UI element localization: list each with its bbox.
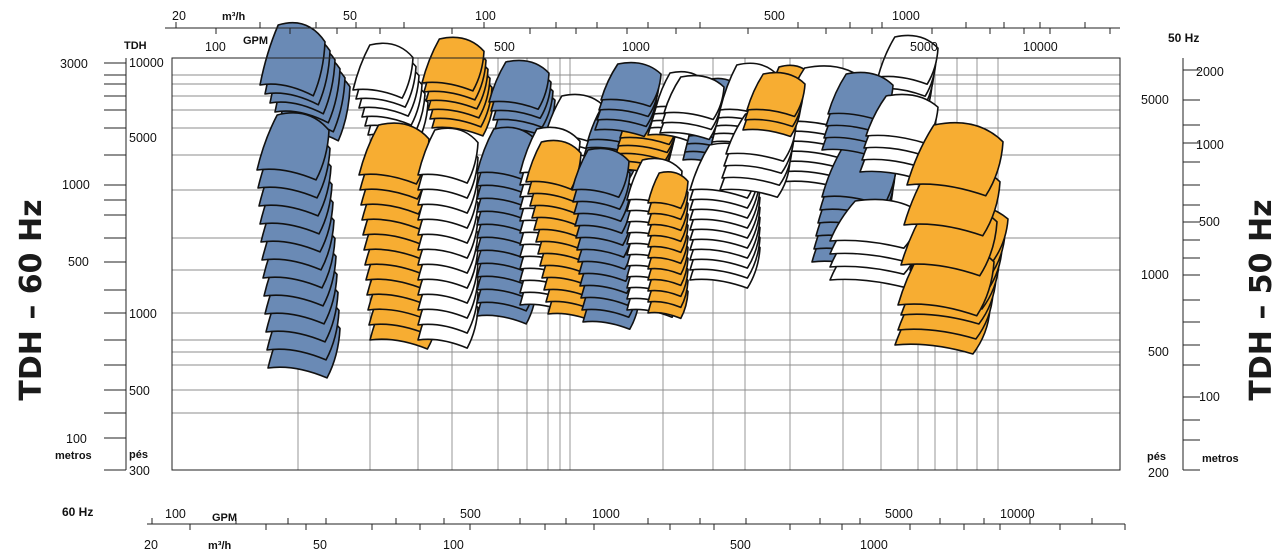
top-m3h-tick: 1000 <box>892 9 920 23</box>
coverage-group <box>659 74 725 141</box>
left-pes-tick: 5000 <box>129 131 157 145</box>
coverage-shape <box>352 42 414 99</box>
left-metros-tick: 500 <box>68 255 89 269</box>
top-gpm-tick: 1000 <box>622 40 650 54</box>
coverage-shape <box>259 21 326 97</box>
coverage-group <box>594 61 662 138</box>
coverage-shape <box>488 59 550 110</box>
left-pes-tick: 500 <box>129 384 150 398</box>
top-m3h-tick: 100 <box>475 9 496 23</box>
left-metros-tick: 3000 <box>60 57 88 71</box>
right-pes-tick: 200 <box>1148 466 1169 480</box>
coverage-shape <box>746 71 806 118</box>
right-pes-tick: 5000 <box>1141 93 1169 107</box>
top-gpm-tick: 5000 <box>910 40 938 54</box>
coverage-shape <box>877 34 939 85</box>
bottom-m3h-tick: 1000 <box>860 538 888 552</box>
right-metros-tick: 500 <box>1199 215 1220 229</box>
left-pes-tick: 1000 <box>129 307 157 321</box>
left-metros-tick: 100 <box>66 432 87 446</box>
coverage-shape <box>256 112 330 181</box>
coverage-group <box>859 93 939 180</box>
top-gpm-label: GPM <box>243 35 268 47</box>
right-hz-label: 50 Hz <box>1168 31 1199 45</box>
left-pes-tick: 10000 <box>129 56 164 70</box>
bottom-hz-title: 60 Hz <box>62 505 93 519</box>
right-metros-label: metros <box>1202 453 1239 465</box>
right-pes-label: pés <box>1147 451 1166 463</box>
top-m3h-tick: 50 <box>343 9 357 23</box>
coverage-shape <box>647 171 689 210</box>
right-metros-tick: 2000 <box>1196 65 1224 79</box>
right-pes-tick: 1000 <box>1141 268 1169 282</box>
left-head-title: TDH <box>124 40 147 52</box>
chart-frame <box>171 57 1121 471</box>
right-pes-tick: 500 <box>1148 345 1169 359</box>
coverage-shape <box>421 36 485 92</box>
right-hz-title: TDH – 50 Hz <box>1244 199 1279 400</box>
left-head-axes: TDH – 60 Hz TDH 3000 1000 500 100 metros… <box>14 40 164 478</box>
coverage-shape <box>358 122 430 185</box>
coverage-shape <box>417 127 479 184</box>
top-m3h-tick: 20 <box>172 9 186 23</box>
left-pes-label: pés <box>129 449 148 461</box>
right-metros-tick: 100 <box>1199 390 1220 404</box>
bottom-gpm-tick: 500 <box>460 507 481 521</box>
bottom-m3h-tick: 500 <box>730 538 751 552</box>
top-gpm-tick: 100 <box>205 40 226 54</box>
coverage-group <box>417 127 479 349</box>
coverage-shape <box>525 139 582 190</box>
coverage-group <box>829 198 921 288</box>
bottom-gpm-tick: 1000 <box>592 507 620 521</box>
coverage-group <box>647 171 689 320</box>
bottom-m3h-tick: 100 <box>443 538 464 552</box>
coverage-group <box>897 121 1004 317</box>
left-metros-label: metros <box>55 450 92 462</box>
coverage-group <box>719 111 797 198</box>
coverage-shape <box>663 74 725 121</box>
top-gpm-tick: 500 <box>494 40 515 54</box>
coverage-shapes <box>256 21 1009 379</box>
plot-border <box>171 57 1121 471</box>
top-m3h-label: m³/h <box>222 11 246 23</box>
bottom-gpm-tick: 100 <box>165 507 186 521</box>
left-metros-tick: 1000 <box>62 178 90 192</box>
bottom-m3h-tick: 20 <box>144 538 158 552</box>
coverage-group <box>742 71 806 138</box>
top-gpm-tick: 10000 <box>1023 40 1058 54</box>
coverage-group <box>689 142 761 289</box>
coverage-group <box>421 36 495 137</box>
coverage-shape <box>600 61 662 108</box>
coverage-group <box>571 147 641 330</box>
coverage-shape <box>827 71 894 122</box>
top-m3h-tick: 500 <box>764 9 785 23</box>
coverage-group <box>256 112 341 379</box>
coverage-shape <box>571 147 630 198</box>
bottom-m3h-label: m³/h <box>208 540 232 552</box>
bottom-gpm-tick: 5000 <box>885 507 913 521</box>
coverage-shape <box>906 121 1004 197</box>
left-pes-tick: 300 <box>129 464 150 478</box>
bottom-flow-axis: 60 Hz 100 GPM 500 1000 5000 10000 20 m³/… <box>62 505 1126 552</box>
bottom-m3h-tick: 50 <box>313 538 327 552</box>
bottom-gpm-label: GPM <box>212 512 237 524</box>
top-flow-axis: 20 m³/h 50 100 500 1000 100 GPM 500 1000… <box>165 9 1120 54</box>
bottom-gpm-tick: 10000 <box>1000 507 1035 521</box>
right-head-axes: TDH – 50 Hz 50 Hz 2000 1000 500 100 metr… <box>1141 31 1279 480</box>
coverage-shape <box>865 93 939 144</box>
left-hz-title: TDH – 60 Hz <box>14 199 49 400</box>
right-metros-tick: 1000 <box>1196 138 1224 152</box>
